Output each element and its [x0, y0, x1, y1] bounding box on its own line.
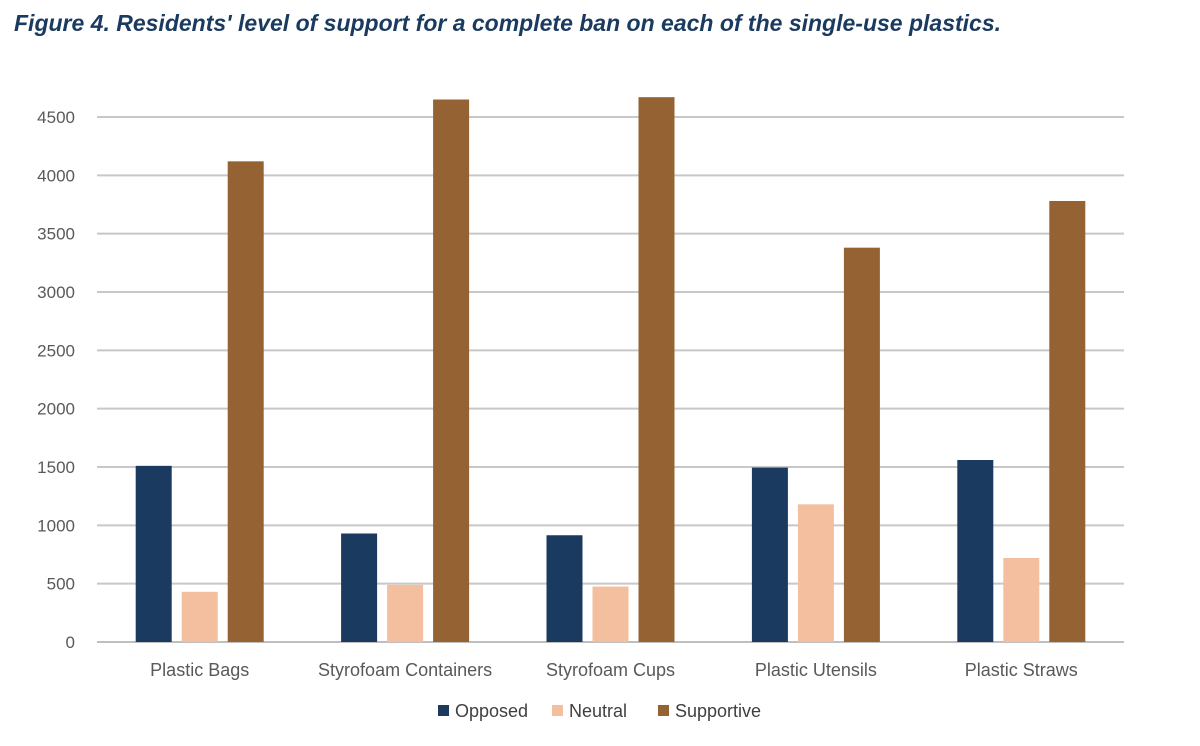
- x-category-label: Styrofoam Containers: [318, 660, 492, 680]
- x-category-label: Plastic Bags: [150, 660, 249, 680]
- y-tick-label: 4000: [37, 166, 75, 185]
- y-tick-label: 1500: [37, 458, 75, 477]
- bar-opposed-styrofoam-containers: [341, 533, 378, 642]
- gridlines: [97, 116, 1124, 643]
- y-axis: 0 500 1000 1500 2000 2500 3000 3500 4000 4500: [37, 108, 75, 652]
- y-tick-label: 0: [66, 633, 75, 652]
- legend: Opposed Neutral Supportive: [438, 701, 761, 721]
- y-tick-label: 500: [47, 575, 75, 594]
- bar-neutral-plastic-bags: [181, 591, 218, 642]
- bar-neutral-plastic-utensils: [797, 504, 834, 642]
- legend-label-supportive: Supportive: [675, 701, 761, 721]
- x-category-label: Plastic Straws: [965, 660, 1078, 680]
- legend-swatch-opposed: [438, 705, 449, 716]
- bar-supportive-styrofoam-containers: [433, 99, 470, 642]
- legend-label-opposed: Opposed: [455, 701, 528, 721]
- bar-supportive-plastic-utensils: [843, 247, 880, 642]
- x-category-label: Plastic Utensils: [755, 660, 877, 680]
- y-tick-label: 4500: [37, 108, 75, 127]
- legend-swatch-supportive: [658, 705, 669, 716]
- y-tick-label: 2500: [37, 341, 75, 360]
- bar-neutral-styrofoam-cups: [592, 586, 629, 642]
- y-tick-label: 1000: [37, 516, 75, 535]
- figure-title: Figure 4. Residents' level of support fo…: [14, 10, 1002, 36]
- bar-opposed-plastic-straws: [957, 460, 994, 642]
- bar-opposed-plastic-utensils: [751, 467, 788, 642]
- y-tick-label: 3000: [37, 283, 75, 302]
- bar-opposed-styrofoam-cups: [546, 535, 583, 642]
- y-tick-label: 3500: [37, 225, 75, 244]
- legend-label-neutral: Neutral: [569, 701, 627, 721]
- y-tick-label: 2000: [37, 400, 75, 419]
- bar-neutral-plastic-straws: [1003, 558, 1040, 642]
- bar-supportive-plastic-straws: [1049, 201, 1086, 642]
- legend-swatch-neutral: [552, 705, 563, 716]
- bar-supportive-styrofoam-cups: [638, 97, 675, 642]
- x-category-label: Styrofoam Cups: [546, 660, 675, 680]
- bar-supportive-plastic-bags: [227, 161, 264, 643]
- bar-neutral-styrofoam-containers: [387, 584, 424, 642]
- bar-opposed-plastic-bags: [135, 465, 172, 642]
- bars: [135, 97, 1086, 643]
- x-axis: Plastic Bags Styrofoam Containers Styrofoa…: [150, 660, 1078, 680]
